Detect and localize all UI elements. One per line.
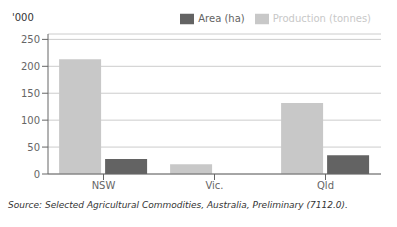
- html-text:Source: Selected Agricultural: Source: Selected Agricultural Commoditie…: [8, 200, 348, 210]
- html-text:'000: '000: [12, 12, 34, 23]
- svg-text:Vic.: Vic.: [205, 180, 223, 191]
- svg-text:200: 200: [21, 61, 40, 72]
- html-text:Area (ha): Area (ha): [198, 13, 245, 24]
- svg-text:150: 150: [21, 88, 40, 99]
- svg-text:Qld: Qld: [317, 180, 334, 191]
- svg-text:NSW: NSW: [92, 180, 116, 191]
- svg-text:100: 100: [21, 115, 40, 126]
- html-text:Production (tonnes): Production (tonnes): [272, 13, 371, 24]
- svg-text:50: 50: [27, 142, 40, 153]
- svg-text:0: 0: [34, 169, 40, 180]
- svg-text:250: 250: [21, 34, 40, 45]
